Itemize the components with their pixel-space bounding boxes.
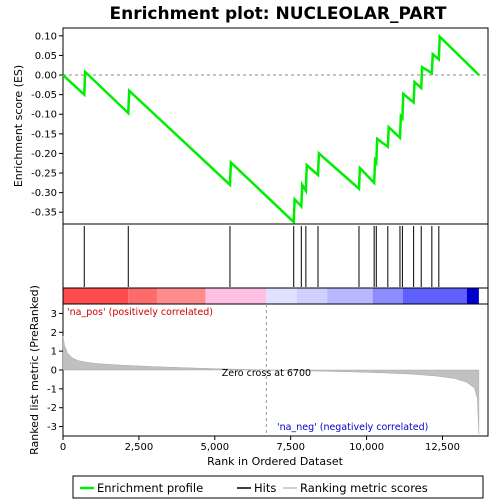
- metric-y-tick-label: 1: [51, 347, 57, 358]
- es-y-tick-label: -0.15: [31, 129, 57, 140]
- colorbar-segment: [296, 288, 328, 304]
- enrichment-profile-line: [62, 33, 480, 225]
- metric-y-axis-label: Ranked list metric (PreRanked): [28, 285, 41, 455]
- metric-y-tick-label: -3: [47, 422, 57, 433]
- metric-y-ticks: 3 2 1 0 -1 -2 -3: [47, 309, 63, 433]
- legend-box: [72, 475, 484, 499]
- x-tick-label: 12,500: [425, 442, 460, 453]
- legend: Enrichment profile Hits Ranking metric s…: [72, 475, 484, 499]
- metric-y-tick-label: -1: [47, 384, 57, 395]
- x-tick-label: 5,000: [200, 442, 229, 453]
- x-tick-label: 10,000: [349, 442, 384, 453]
- colorbar-segment: [157, 288, 206, 304]
- negative-correlation-label: 'na_neg' (negatively correlated): [277, 422, 428, 433]
- metric-y-tick-label: 2: [51, 328, 57, 339]
- es-y-tick-label: 0.00: [35, 71, 57, 82]
- es-y-tick-label: 0.10: [35, 31, 57, 42]
- es-y-tick-label: -0.25: [31, 169, 57, 180]
- zero-cross-label: Zero cross at 6700: [222, 368, 311, 379]
- hits-panel: [62, 223, 489, 289]
- colorbar-segment: [403, 288, 467, 304]
- hits-frame: [62, 223, 489, 289]
- colorbar-segment: [128, 288, 158, 304]
- es-panel: 0.10 0.05 0.00 -0.05 -0.10 -0.15 -0.20 -0.25 -0.…: [12, 27, 489, 225]
- metric-y-tick-label: -2: [47, 403, 57, 414]
- es-plot-frame: [62, 27, 489, 225]
- colorbar-segment: [327, 288, 373, 304]
- es-y-axis-label: Enrichment score (ES): [12, 65, 25, 187]
- es-y-tick-label: -0.20: [31, 149, 57, 160]
- colorbar-segment: [266, 288, 297, 304]
- colorbar-segment: [63, 288, 129, 304]
- legend-enrichment-label: Enrichment profile: [97, 481, 203, 495]
- chart-title: Enrichment plot: NUCLEOLAR_PART: [110, 4, 447, 24]
- colorbar-segment: [205, 288, 267, 304]
- x-axis-label: Rank in Ordered Dataset: [207, 455, 344, 468]
- hit-lines: [83, 226, 440, 287]
- x-tick-label: 0: [60, 442, 66, 453]
- es-y-tick-label: -0.30: [31, 188, 57, 199]
- metric-y-tick-label: 3: [51, 309, 57, 320]
- es-y-tick-label: -0.05: [31, 90, 57, 101]
- es-y-tick-label: 0.05: [35, 51, 57, 62]
- ranking-colorbar: [62, 287, 489, 305]
- x-axis-ticks: 0 2,500 5,000 7,500 10,000 12,500: [60, 436, 460, 453]
- metric-panel: Zero cross at 6700 'na_pos' (positively …: [28, 285, 489, 468]
- es-y-tick-label: -0.35: [31, 208, 57, 219]
- colorbar-segment: [466, 288, 479, 304]
- legend-metric-label: Ranking metric scores: [300, 481, 428, 495]
- es-y-tick-label: -0.10: [31, 110, 57, 121]
- x-tick-label: 2,500: [125, 442, 154, 453]
- x-tick-label: 7,500: [276, 442, 305, 453]
- metric-y-tick-label: 0: [51, 366, 57, 377]
- colorbar-segment: [372, 288, 403, 304]
- es-y-ticks: 0.10 0.05 0.00 -0.05 -0.10 -0.15 -0.20 -0.25 -0.…: [31, 31, 488, 219]
- legend-hits-label: Hits: [254, 481, 276, 495]
- positive-correlation-label: 'na_pos' (positively correlated): [67, 307, 213, 318]
